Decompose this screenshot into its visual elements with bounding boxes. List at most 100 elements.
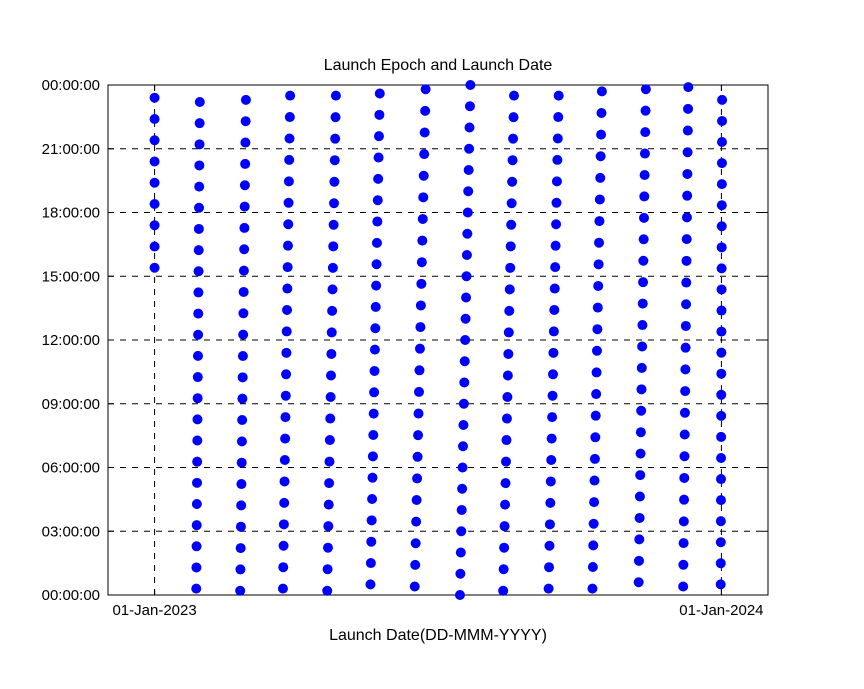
data-point <box>546 455 556 465</box>
data-point <box>592 367 602 377</box>
data-point <box>412 473 422 483</box>
y-tick-label: 21:00:00 <box>42 141 100 158</box>
data-point <box>505 263 515 273</box>
data-point <box>639 213 649 223</box>
data-point <box>500 500 510 510</box>
data-point <box>716 579 726 589</box>
data-point <box>683 147 693 157</box>
data-point <box>597 86 607 96</box>
data-point <box>368 430 378 440</box>
data-point <box>634 556 644 566</box>
data-point <box>553 112 563 122</box>
data-point <box>237 394 247 404</box>
data-point <box>635 470 645 480</box>
data-point <box>716 495 726 505</box>
data-point <box>413 430 423 440</box>
data-point <box>681 278 691 288</box>
data-point <box>328 263 338 273</box>
data-point <box>717 95 727 105</box>
data-point <box>717 158 727 168</box>
data-point <box>638 299 648 309</box>
data-point <box>281 391 291 401</box>
data-point <box>636 427 646 437</box>
data-point <box>463 208 473 218</box>
data-point <box>328 241 338 251</box>
data-point <box>326 392 336 402</box>
data-point <box>458 420 468 430</box>
data-point <box>195 139 205 149</box>
data-point <box>370 323 380 333</box>
data-point <box>679 495 689 505</box>
data-point <box>283 241 293 251</box>
data-point <box>547 412 557 422</box>
data-point <box>502 414 512 424</box>
data-point <box>194 182 204 192</box>
data-point <box>717 116 727 126</box>
data-point <box>368 451 378 461</box>
data-point <box>192 520 202 530</box>
data-point <box>411 517 421 527</box>
data-point <box>545 519 555 529</box>
data-point <box>369 387 379 397</box>
data-point <box>716 474 726 484</box>
data-point <box>506 220 516 230</box>
data-point <box>191 584 201 594</box>
data-point <box>414 409 424 419</box>
data-point <box>150 220 160 230</box>
data-point <box>641 84 651 94</box>
data-point <box>550 262 560 272</box>
data-point <box>192 478 202 488</box>
data-point <box>595 194 605 204</box>
data-point <box>501 478 511 488</box>
data-point <box>590 454 600 464</box>
data-point <box>554 91 564 101</box>
data-point <box>552 155 562 165</box>
data-point <box>465 80 475 90</box>
data-point <box>239 223 249 233</box>
data-point <box>544 562 554 572</box>
data-point <box>331 91 341 101</box>
data-point <box>374 110 384 120</box>
data-point <box>150 93 160 103</box>
data-point <box>329 198 339 208</box>
data-point <box>683 104 693 114</box>
data-point <box>372 217 382 227</box>
data-point <box>279 498 289 508</box>
data-point <box>366 558 376 568</box>
data-point <box>237 436 247 446</box>
y-tick-label: 00:00:00 <box>42 77 100 94</box>
data-point <box>150 199 160 209</box>
data-point <box>283 219 293 229</box>
data-point <box>411 538 421 548</box>
data-point <box>458 441 468 451</box>
data-point <box>375 89 385 99</box>
data-point <box>457 484 467 494</box>
data-point <box>716 432 726 442</box>
data-point <box>589 519 599 529</box>
data-point <box>550 284 560 294</box>
data-point <box>326 370 336 380</box>
data-point <box>192 436 202 446</box>
data-point <box>325 435 335 445</box>
data-point <box>465 123 475 133</box>
data-point <box>679 538 689 548</box>
data-point <box>328 284 338 294</box>
data-point <box>682 256 692 266</box>
data-point <box>367 473 377 483</box>
data-point <box>507 198 517 208</box>
data-point <box>679 473 689 483</box>
data-point <box>593 303 603 313</box>
data-point <box>717 242 727 252</box>
data-point <box>459 399 469 409</box>
data-point <box>239 287 249 297</box>
data-point <box>548 348 558 358</box>
data-point <box>462 229 472 239</box>
data-point <box>150 157 160 167</box>
data-point <box>193 309 203 319</box>
data-point <box>509 112 519 122</box>
data-point <box>641 106 651 116</box>
data-point <box>192 499 202 509</box>
data-point <box>546 476 556 486</box>
data-point <box>595 173 605 183</box>
data-point <box>323 543 333 553</box>
